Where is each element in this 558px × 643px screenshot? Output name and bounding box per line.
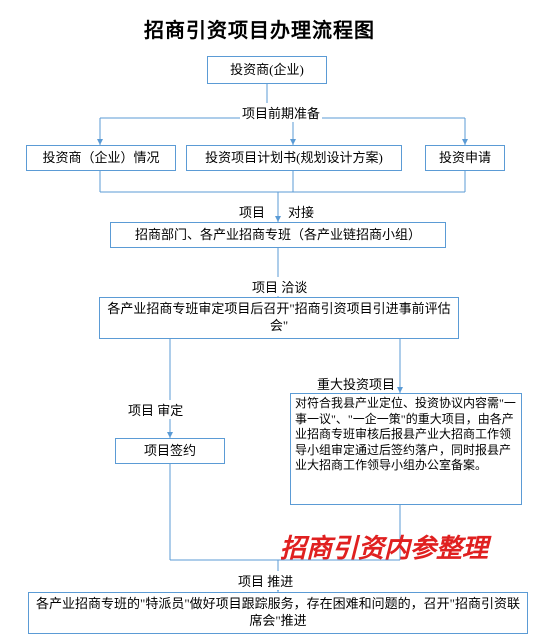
node-situation: 投资商（企业）情况 <box>26 145 176 171</box>
node-plan: 投资项目计划书(规划设计方案) <box>186 145 402 171</box>
node-dept: 招商部门、各产业招商专班（各产业链招商小组） <box>110 222 446 248</box>
edge-label-talk: 项目 洽谈 <box>250 277 309 296</box>
edge-label-dock1: 项目 <box>237 202 267 221</box>
page-title: 招商引资项目办理流程图 <box>144 14 375 43</box>
flowchart-canvas: 招商引资项目办理流程图 投资商(企业) 投资商（企业）情况 投资项目计划书(规划… <box>0 0 558 643</box>
edge-label-major: 重大投资项目 <box>315 374 397 393</box>
node-investor: 投资商(企业) <box>207 56 327 84</box>
node-follow: 各产业招商专班的"特派员"做好项目跟踪服务，存在困难和问题的，召开"招商引资联席… <box>28 592 528 634</box>
edge-label-prep: 项目前期准备 <box>240 103 322 122</box>
node-major: 对符合我县产业定位、投资协议内容需"一事一议"、"一企一策"的重大项目，由各产业… <box>290 393 522 505</box>
node-review: 各产业招商专班审定项目后召开"招商引资项目引进事前评估会" <box>99 297 459 339</box>
edge-label-dock2: 对接 <box>286 202 316 221</box>
edge-label-push: 项目 推进 <box>236 571 295 590</box>
edge-label-verify: 项目 审定 <box>126 400 185 419</box>
node-sign: 项目签约 <box>115 438 225 464</box>
watermark-text: 招商引资内参整理 <box>280 528 488 565</box>
node-apply: 投资申请 <box>425 145 505 171</box>
